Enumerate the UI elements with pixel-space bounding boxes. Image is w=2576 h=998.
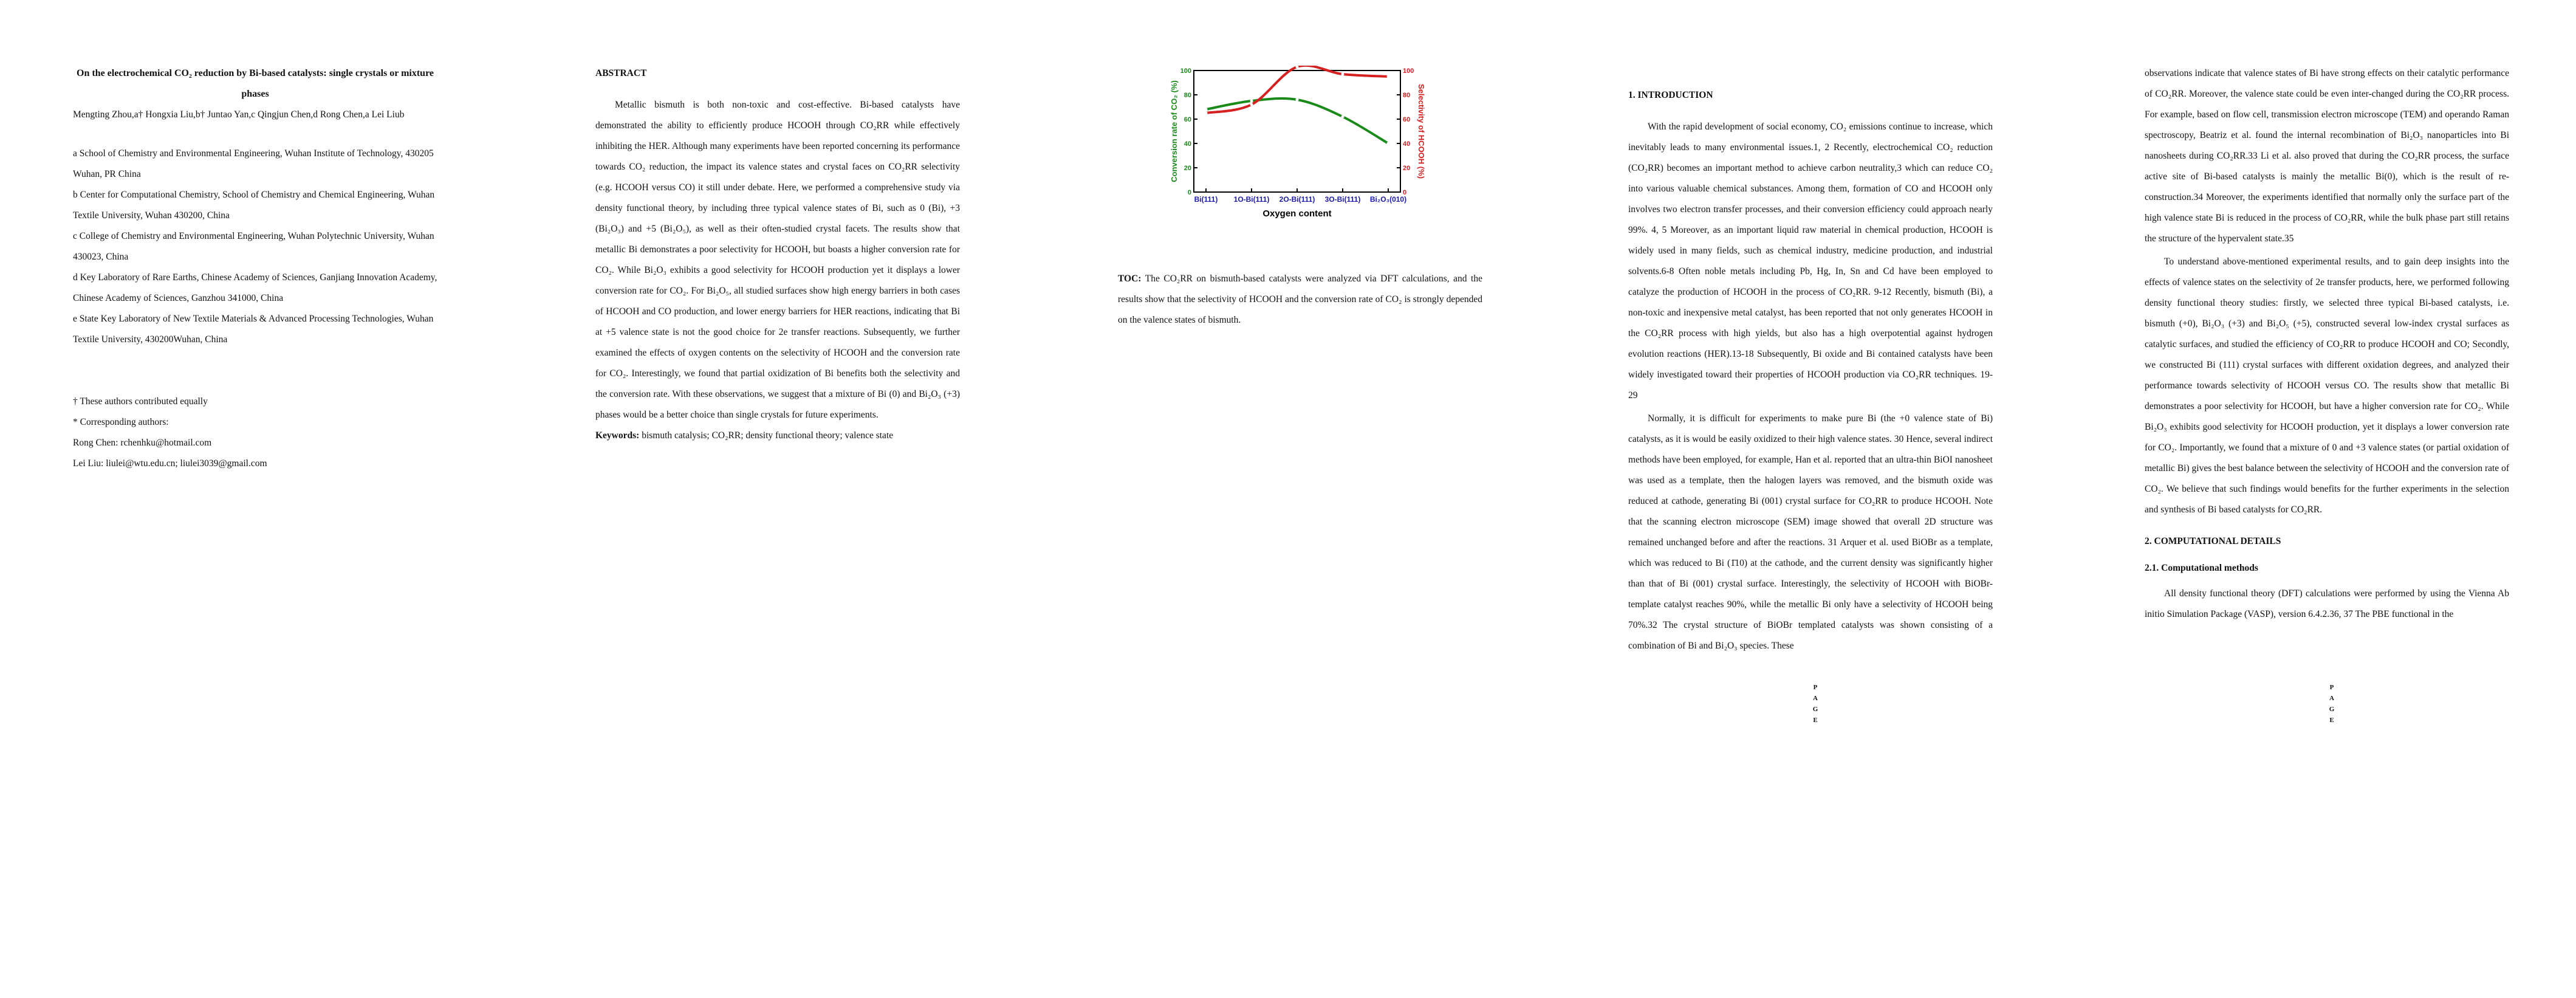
data-point-left [1386, 142, 1390, 145]
x-tick-label: Bi(111) [1194, 195, 1218, 204]
right-tick-label: 100 [1403, 67, 1414, 75]
intro-paragraph-1: With the rapid development of social eco… [1628, 122, 1993, 401]
data-point-left [1295, 98, 1299, 102]
computational-methods-heading: 2.1. Computational methods [2145, 563, 2258, 573]
series-layer [1204, 66, 1390, 145]
abstract-column: ABSTRACT Metallic bismuth is both non-to… [595, 63, 960, 793]
right-axis-ticks: 0 20 40 60 80 100 [1397, 67, 1414, 196]
introduction-column: 1. INTRODUCTION With the rapid developme… [1628, 85, 1993, 814]
affiliation-c: c College of Chemistry and Environmental… [73, 231, 434, 262]
left-tick-label: 80 [1184, 92, 1191, 99]
x-tick-label: 2O-Bi(111) [1279, 195, 1315, 204]
computational-details-heading: 2. COMPUTATIONAL DETAILS [2145, 536, 2281, 546]
data-point-right [1386, 75, 1390, 78]
right-tick-label: 20 [1403, 165, 1410, 172]
equal-contribution-note: † These authors contributed equally [73, 396, 208, 407]
intro-paragraph-2: Normally, it is difficult for experiment… [1628, 413, 1993, 651]
left-tick-label: 60 [1184, 116, 1191, 123]
affiliation-e: e State Key Laboratory of New Textile Ma… [73, 314, 434, 345]
x-tick-label: Bi₂O₃(010) [1370, 195, 1406, 204]
data-point-left [1204, 108, 1208, 111]
paper-title: On the electrochemical CO₂ reduction by … [77, 68, 434, 99]
affiliation-b: b Center for Computational Chemistry, Sc… [73, 190, 435, 221]
contact-lei-liu: Lei Liu: liulei@wtu.edu.cn; liulei3039@g… [73, 458, 267, 469]
toc-label: TOC: [1118, 274, 1142, 284]
left-axis-label: Conversion rate of CO₂ (%) [1170, 80, 1179, 182]
data-point-right [1250, 103, 1253, 106]
continuation-column: observations indicate that valence state… [2145, 63, 2509, 793]
data-point-left [1250, 99, 1253, 103]
abstract-heading: ABSTRACT [595, 68, 647, 78]
keywords-line: Keywords: bismuth catalysis; CO₂RR; dens… [595, 425, 960, 446]
x-tick-label: 3O-Bi(111) [1325, 195, 1361, 204]
right-tick-label: 40 [1403, 140, 1410, 148]
data-point-right [1204, 111, 1208, 115]
toc-caption: TOC: The CO₂RR on bismuth-based catalyst… [1118, 269, 1482, 998]
right-tick-label: 0 [1403, 189, 1406, 196]
introduction-heading: 1. INTRODUCTION [1628, 90, 1713, 100]
right-axis-label: Selectivity of HCOOH (%) [1417, 84, 1425, 179]
title-column: On the electrochemical CO₂ reduction by … [73, 63, 437, 793]
left-axis-ticks: 0 20 40 60 80 100 [1180, 67, 1197, 196]
left-tick-label: 20 [1184, 165, 1191, 172]
corresponding-note: * Corresponding authors: [73, 417, 169, 427]
toc-chart: 0 20 40 60 80 100 0 20 40 60 80 100 Bi(111) 1O-Bi(1… [1170, 66, 1425, 219]
left-tick-label: 100 [1180, 67, 1191, 75]
affiliation-d: d Key Laboratory of Rare Earths, Chinese… [73, 272, 437, 303]
series-line-right [1205, 66, 1389, 114]
author-list: Mengting Zhou,a† Hongxia Liu,b† Juntao Y… [73, 109, 405, 120]
x-tick-label: 1O-Bi(111) [1234, 195, 1270, 204]
keywords-text: bismuth catalysis; CO₂RR; density functi… [642, 430, 894, 441]
x-axis-label: Oxygen content [1262, 208, 1331, 219]
data-point-right [1295, 66, 1299, 69]
left-tick-label: 40 [1184, 140, 1191, 148]
right-tick-label: 60 [1403, 116, 1410, 123]
data-point-right [1341, 72, 1345, 76]
contact-rong-chen: Rong Chen: rchenhku@hotmail.com [73, 438, 212, 448]
toc-text: The CO₂RR on bismuth-based catalysts wer… [1118, 274, 1482, 325]
series-line-left [1205, 97, 1389, 145]
keywords-label: Keywords: [595, 430, 640, 441]
affiliation-a: a School of Chemistry and Environmental … [73, 148, 434, 179]
cont-paragraph-2: To understand above-mentioned experiment… [2145, 256, 2509, 515]
cont-paragraph-3: All density functional theory (DFT) calc… [2145, 588, 2509, 619]
abstract-text: Metallic bismuth is both non-toxic and c… [595, 100, 960, 420]
cont-paragraph-1: observations indicate that valence state… [2145, 68, 2509, 244]
data-point-left [1341, 115, 1345, 119]
x-axis-ticks: Bi(111) 1O-Bi(111) 2O-Bi(111) 3O-Bi(111) Bi₂… [1194, 188, 1406, 204]
right-tick-label: 80 [1403, 92, 1410, 99]
left-tick-label: 0 [1188, 189, 1191, 196]
